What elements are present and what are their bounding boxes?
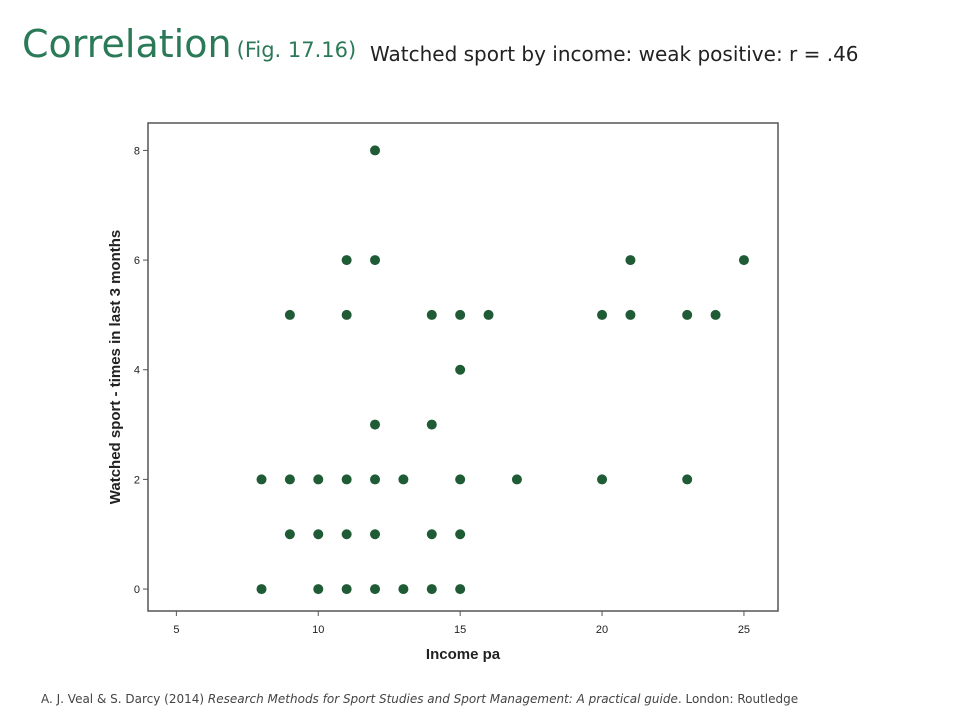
y-axis: 0 2 4 6 8 (134, 145, 148, 596)
data-point (370, 474, 381, 485)
citation-publisher: . London: Routledge (677, 692, 799, 706)
y-tick-label: 8 (134, 145, 140, 157)
title-text: Correlation (22, 22, 232, 66)
y-tick-label: 0 (134, 584, 140, 596)
data-point (483, 309, 494, 320)
data-point (341, 529, 352, 540)
data-point (256, 474, 267, 485)
data-point (341, 474, 352, 485)
data-point (313, 529, 324, 540)
chart-subtitle: Watched sport by income: weak positive: … (370, 42, 859, 66)
data-point (455, 474, 466, 485)
data-point (426, 309, 437, 320)
y-tick-label: 4 (134, 365, 140, 377)
data-point (370, 529, 381, 540)
data-point (597, 474, 608, 485)
x-tick-label: 25 (738, 624, 750, 636)
data-point (370, 584, 381, 595)
data-point (426, 584, 437, 595)
data-point (710, 309, 721, 320)
y-tick-label: 2 (134, 474, 140, 486)
data-point (284, 529, 295, 540)
data-point (284, 474, 295, 485)
data-point (682, 309, 693, 320)
data-point (455, 584, 466, 595)
data-point (341, 255, 352, 266)
data-point (738, 255, 749, 266)
x-axis-label: Income pa (426, 646, 501, 663)
data-point (370, 419, 381, 430)
x-tick-label: 15 (454, 624, 466, 636)
data-point (370, 255, 381, 266)
citation-book-title: Research Methods for Sport Studies and S… (207, 692, 678, 706)
data-point (284, 309, 295, 320)
data-points (256, 145, 749, 595)
data-point (426, 419, 437, 430)
data-point (398, 584, 409, 595)
data-point (597, 309, 608, 320)
data-point (313, 584, 324, 595)
data-point (455, 529, 466, 540)
x-tick-label: 20 (596, 624, 608, 636)
data-point (455, 309, 466, 320)
data-point (341, 584, 352, 595)
data-point (398, 474, 409, 485)
x-tick-label: 10 (312, 624, 324, 636)
data-point (625, 309, 636, 320)
data-point (426, 529, 437, 540)
data-point (511, 474, 522, 485)
plot-area (147, 122, 779, 612)
data-point (625, 255, 636, 266)
citation-authors: A. J. Veal & S. Darcy (2014) (41, 692, 205, 706)
data-point (313, 474, 324, 485)
figure-reference: (Fig. 17.16) (236, 38, 357, 62)
data-point (370, 145, 381, 156)
x-axis: 5 10 15 20 25 (173, 611, 750, 636)
data-point (256, 584, 267, 595)
data-point (341, 309, 352, 320)
data-point (455, 364, 466, 375)
scatter-chart: 5 10 15 20 25 0 2 4 6 8 Income pa Watched sport … (107, 122, 779, 663)
slide-title: Correlation (Fig. 17.16) (22, 22, 356, 66)
source-citation: A. J. Veal & S. Darcy (2014) Research Me… (41, 692, 798, 706)
data-point (682, 474, 693, 485)
y-axis-label: Watched sport - times in last 3 months (107, 230, 124, 504)
y-tick-label: 6 (134, 255, 140, 267)
x-tick-label: 5 (173, 624, 179, 636)
